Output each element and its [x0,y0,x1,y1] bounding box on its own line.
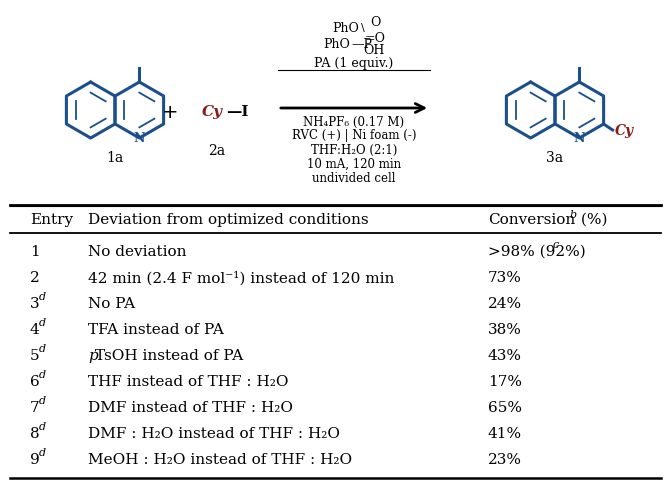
Text: 23%: 23% [488,453,522,467]
Text: +: + [162,102,178,121]
Text: 8: 8 [30,427,40,441]
Text: $\backslash$: $\backslash$ [360,21,366,34]
Text: 1: 1 [30,245,40,259]
Text: 24%: 24% [488,297,522,311]
Text: >98% (92%): >98% (92%) [488,245,586,259]
Text: c: c [553,240,559,250]
Text: N: N [134,132,145,145]
Text: 65%: 65% [488,401,522,415]
Text: OH: OH [363,45,384,58]
Text: d: d [39,292,46,302]
Text: =O: =O [365,31,386,45]
Text: 6: 6 [30,375,40,389]
Text: (%): (%) [576,213,607,227]
Text: 2: 2 [30,271,40,285]
Text: —P: —P [351,37,372,51]
Text: 2a: 2a [209,144,225,158]
Text: 41%: 41% [488,427,522,441]
Text: 3a: 3a [546,151,564,165]
Text: TFA instead of PA: TFA instead of PA [88,323,224,337]
Text: 10 mA, 120 min: 10 mA, 120 min [307,158,401,170]
Text: No PA: No PA [88,297,135,311]
Text: Entry: Entry [30,213,73,227]
Text: 17%: 17% [488,375,522,389]
Text: undivided cell: undivided cell [312,171,396,184]
Text: No deviation: No deviation [88,245,187,259]
Text: 38%: 38% [488,323,522,337]
Text: d: d [39,318,46,328]
Text: 3: 3 [30,297,40,311]
Text: N: N [574,132,585,145]
Text: PA (1 equiv.): PA (1 equiv.) [315,57,394,70]
Text: PhO: PhO [323,37,350,51]
Text: DMF : H₂O instead of THF : H₂O: DMF : H₂O instead of THF : H₂O [88,427,340,441]
Text: 1a: 1a [107,151,123,165]
Text: 43%: 43% [488,349,522,363]
Text: 4: 4 [30,323,40,337]
Text: d: d [39,370,46,380]
Text: THF instead of THF : H₂O: THF instead of THF : H₂O [88,375,289,389]
Text: MeOH : H₂O instead of THF : H₂O: MeOH : H₂O instead of THF : H₂O [88,453,352,467]
Text: 73%: 73% [488,271,522,285]
Text: —I: —I [226,105,248,119]
Text: NH₄PF₆ (0.17 M): NH₄PF₆ (0.17 M) [303,115,405,129]
Text: Cy: Cy [201,105,223,119]
Text: DMF instead of THF : H₂O: DMF instead of THF : H₂O [88,401,293,415]
Text: 5: 5 [30,349,40,363]
Text: d: d [39,396,46,406]
Text: d: d [39,422,46,432]
Text: 7: 7 [30,401,40,415]
Text: Deviation from optimized conditions: Deviation from optimized conditions [88,213,368,227]
Text: 9: 9 [30,453,40,467]
Text: b: b [570,210,577,220]
Text: 42 min (2.4 F mol⁻¹) instead of 120 min: 42 min (2.4 F mol⁻¹) instead of 120 min [88,271,395,285]
Text: THF:H₂O (2:1): THF:H₂O (2:1) [311,144,397,157]
Text: d: d [39,448,46,458]
Text: RVC (+) | Ni foam (-): RVC (+) | Ni foam (-) [292,130,416,143]
Text: Cy: Cy [615,124,633,138]
Text: p: p [88,349,98,363]
Text: O: O [370,15,380,28]
Text: TsOH instead of PA: TsOH instead of PA [95,349,244,363]
Text: Conversion: Conversion [488,213,575,227]
Text: d: d [39,344,46,354]
Text: PhO: PhO [332,21,359,34]
